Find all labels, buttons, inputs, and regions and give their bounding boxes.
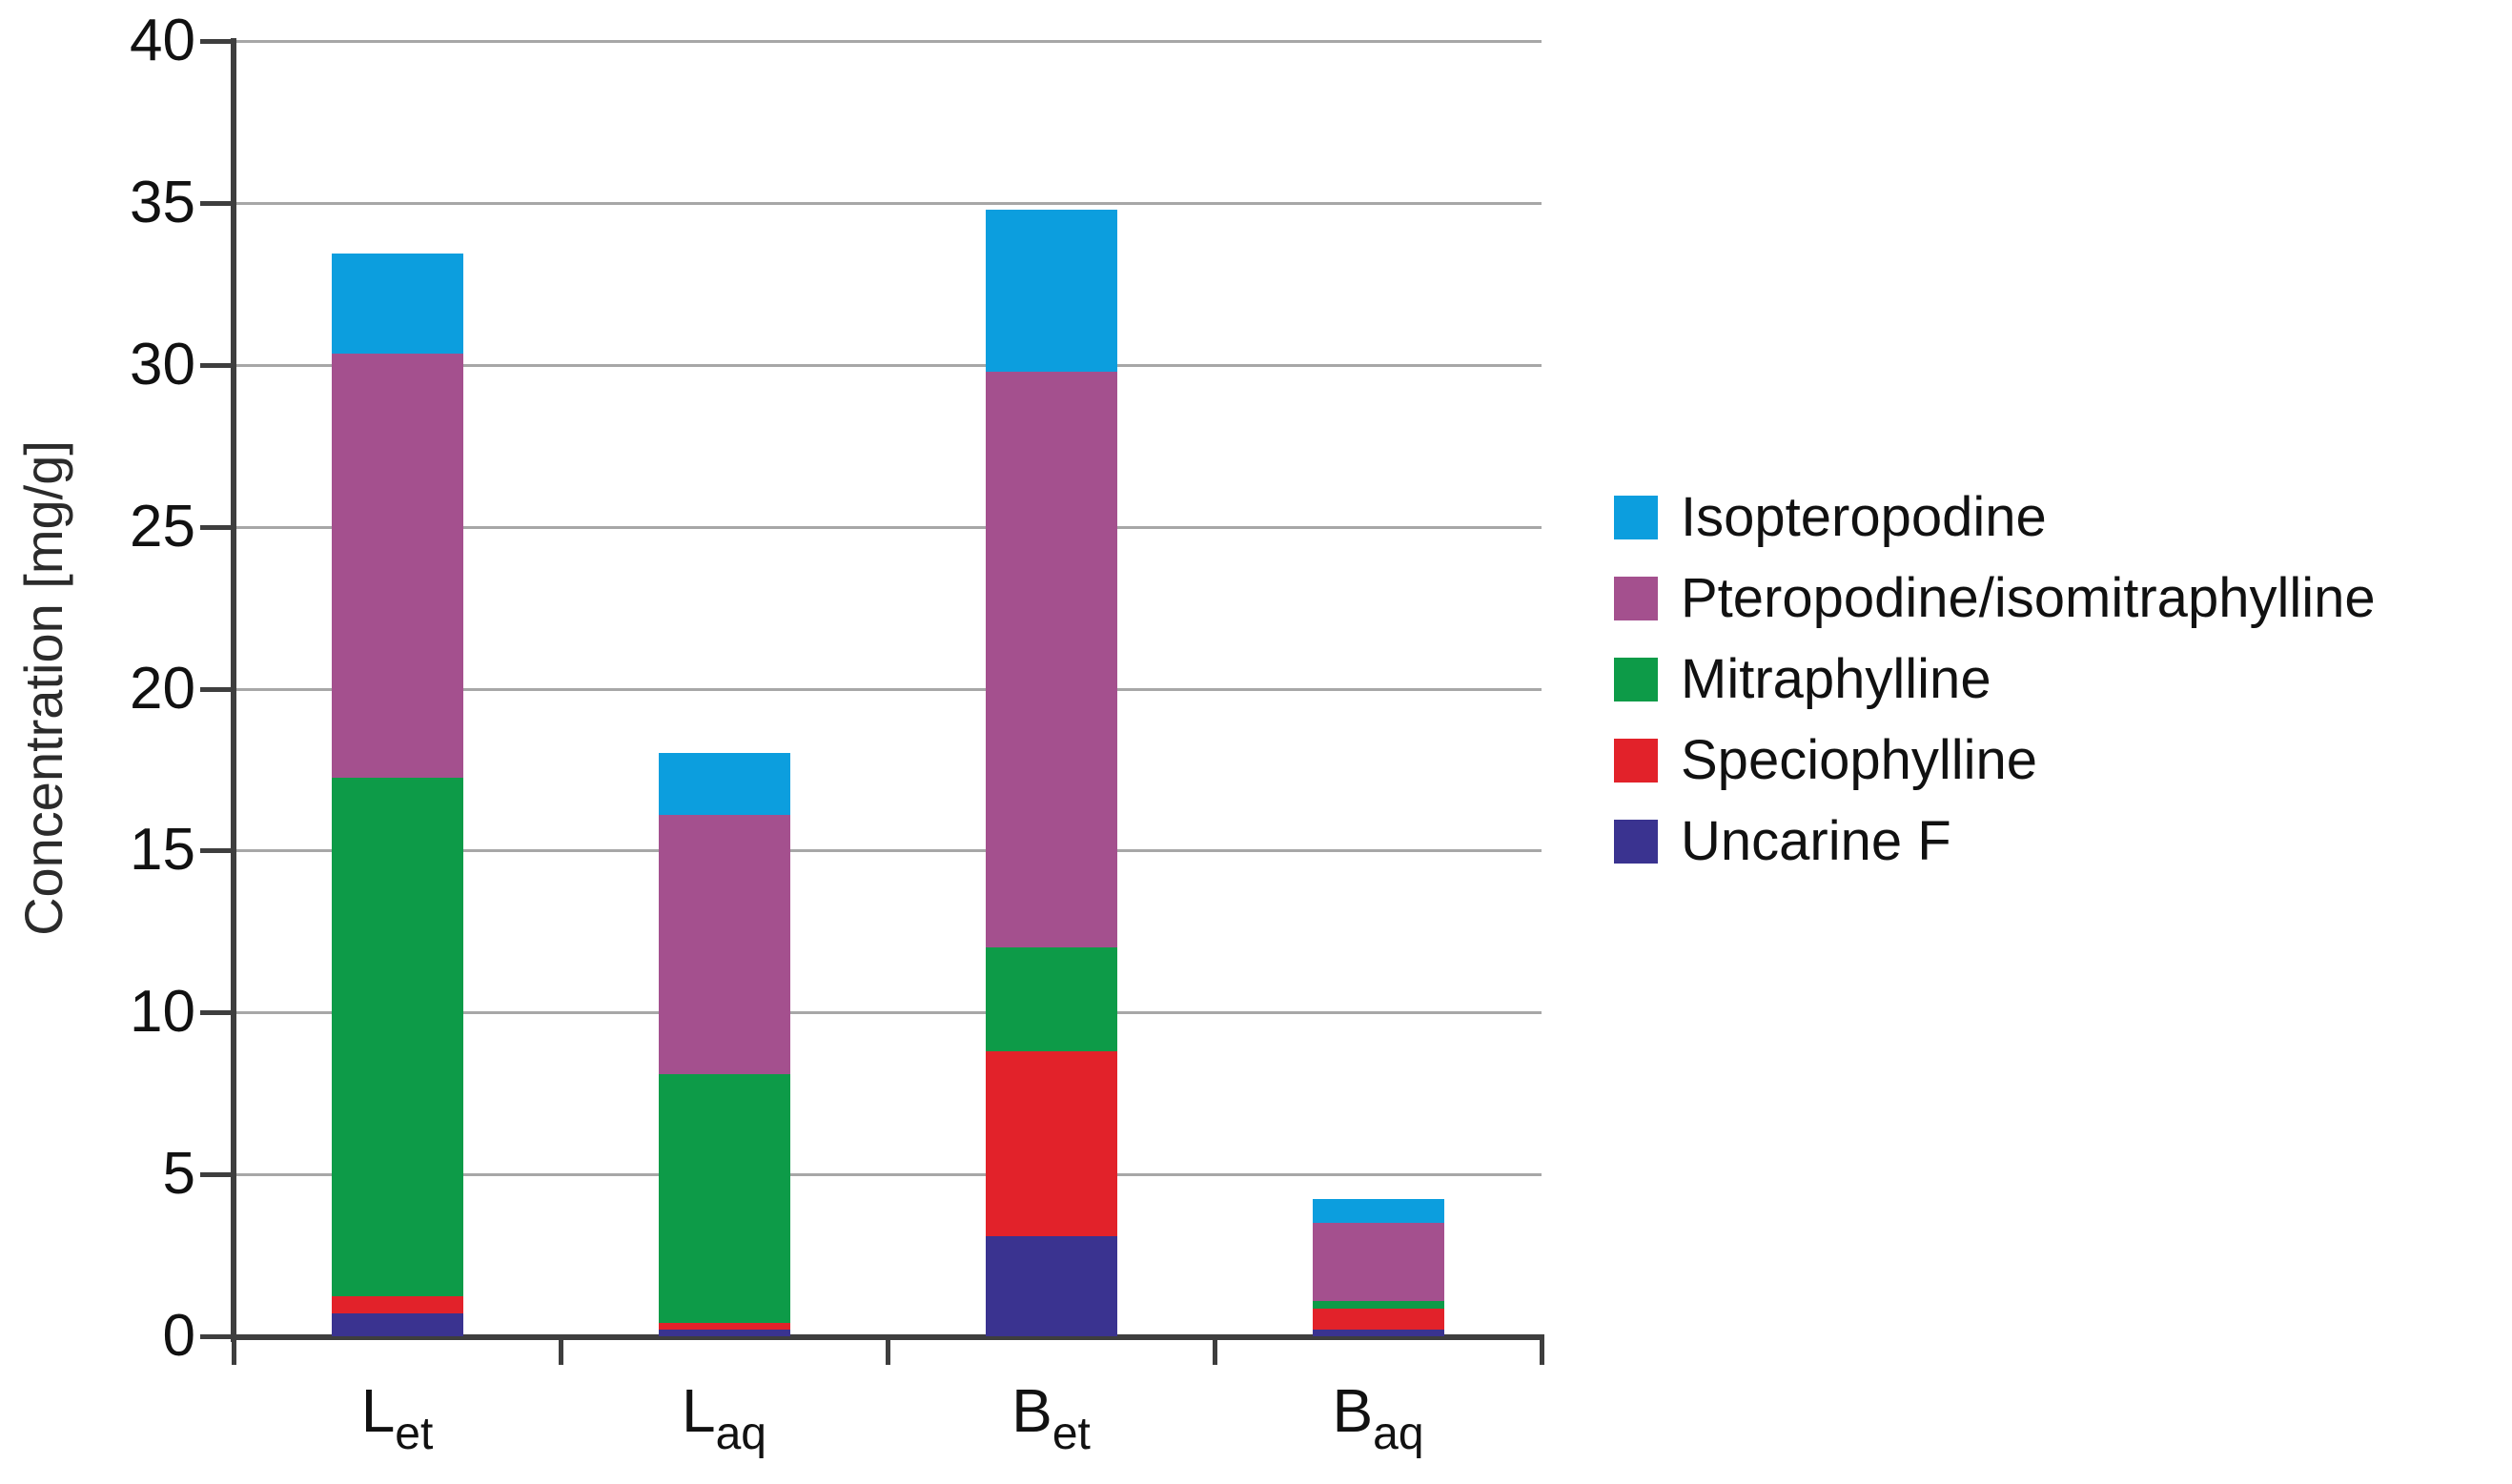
y-tick-label-25: 25 xyxy=(130,493,195,559)
bar-B_et-uncarine-f xyxy=(985,1235,1117,1336)
y-tick-30 xyxy=(200,362,231,368)
y-tick-label-0: 0 xyxy=(162,1303,195,1369)
gridline-20 xyxy=(234,687,1542,691)
bar-L_aq-isopteropodine xyxy=(658,753,790,815)
bar-B_aq-pteropodine-isomitraphylline xyxy=(1312,1223,1444,1301)
x-label-subscript: aq xyxy=(715,1409,766,1459)
y-tick-0 xyxy=(200,1334,231,1339)
y-tick-35 xyxy=(200,200,231,206)
bar-L_aq-uncarine-f xyxy=(658,1330,790,1336)
x-tick-1 xyxy=(559,1336,563,1365)
legend-label: Isopteropodine xyxy=(1681,485,2047,548)
legend-label: Pteropodine/isomitraphylline xyxy=(1681,566,2376,629)
y-tick-10 xyxy=(200,1010,231,1016)
bar-L_et-mitraphylline xyxy=(331,777,463,1296)
bar-L_et-speciophylline xyxy=(331,1295,463,1314)
y-tick-label-40: 40 xyxy=(130,8,195,73)
gridline-10 xyxy=(234,1011,1542,1015)
legend: Isopteropodine Pteropodine/isomitraphylli… xyxy=(1614,477,2376,882)
x-label-Laq: Laq xyxy=(682,1380,766,1457)
bar-L_aq-pteropodine-isomitraphylline xyxy=(658,815,790,1074)
x-label-Let: Let xyxy=(361,1380,434,1457)
legend-swatch xyxy=(1614,576,1658,620)
bar-L_aq-speciophylline xyxy=(658,1323,790,1331)
y-tick-20 xyxy=(200,686,231,692)
bar-B_et-pteropodine-isomitraphylline xyxy=(985,371,1117,948)
x-label-Baq: Baq xyxy=(1332,1380,1423,1457)
bar-B_aq-mitraphylline xyxy=(1312,1300,1444,1310)
y-tick-label-5: 5 xyxy=(162,1141,195,1208)
legend-item-pteropodine-isomitraphylline: Pteropodine/isomitraphylline xyxy=(1614,558,2376,639)
legend-swatch xyxy=(1614,657,1658,701)
legend-swatch xyxy=(1614,738,1658,783)
legend-swatch xyxy=(1614,819,1658,864)
bar-L_aq-mitraphylline xyxy=(658,1073,790,1324)
gridline-35 xyxy=(234,201,1542,205)
bar-B_aq-speciophylline xyxy=(1312,1309,1444,1331)
y-tick-40 xyxy=(200,39,231,44)
x-tick-0 xyxy=(232,1336,236,1365)
x-label-subscript: et xyxy=(1052,1409,1091,1459)
y-tick-label-15: 15 xyxy=(130,817,195,884)
y-tick-label-30: 30 xyxy=(130,331,195,397)
y-tick-15 xyxy=(200,848,231,854)
bar-L_et-pteropodine-isomitraphylline xyxy=(331,353,463,778)
x-tick-3 xyxy=(1213,1336,1217,1365)
bar-L_et-isopteropodine xyxy=(331,253,463,354)
legend-item-mitraphylline: Mitraphylline xyxy=(1614,639,2376,720)
y-axis-line xyxy=(231,38,236,1342)
gridline-15 xyxy=(234,849,1542,853)
gridline-5 xyxy=(234,1173,1542,1177)
legend-label: Mitraphylline xyxy=(1681,647,1991,710)
legend-label: Uncarine F xyxy=(1681,809,1951,872)
legend-item-isopteropodine: Isopteropodine xyxy=(1614,477,2376,558)
x-label-Bet: Bet xyxy=(1011,1380,1091,1457)
bar-B_aq-isopteropodine xyxy=(1312,1198,1444,1224)
y-tick-label-10: 10 xyxy=(130,979,195,1046)
y-tick-label-20: 20 xyxy=(130,655,195,722)
y-tick-5 xyxy=(200,1172,231,1178)
x-label-base: L xyxy=(682,1376,716,1445)
legend-item-uncarine-f: Uncarine F xyxy=(1614,801,2376,882)
x-tick-4 xyxy=(1540,1336,1544,1365)
x-label-base: B xyxy=(1011,1376,1052,1445)
bar-B_aq-uncarine-f xyxy=(1312,1330,1444,1336)
bar-B_et-speciophylline xyxy=(985,1051,1117,1236)
x-tick-2 xyxy=(886,1336,890,1365)
legend-swatch xyxy=(1614,495,1658,539)
legend-item-speciophylline: Speciophylline xyxy=(1614,720,2376,801)
x-label-subscript: aq xyxy=(1373,1409,1424,1459)
bar-B_et-isopteropodine xyxy=(985,209,1117,372)
gridline-25 xyxy=(234,525,1542,529)
x-label-base: B xyxy=(1332,1376,1374,1445)
bar-B_et-mitraphylline xyxy=(985,947,1117,1052)
legend-label: Speciophylline xyxy=(1681,728,2038,791)
y-tick-label-35: 35 xyxy=(130,169,195,235)
gridline-30 xyxy=(234,363,1542,367)
x-label-subscript: et xyxy=(395,1409,434,1459)
y-tick-25 xyxy=(200,524,231,530)
x-label-base: L xyxy=(360,1376,396,1445)
bar-L_et-uncarine-f xyxy=(331,1313,463,1336)
gridline-40 xyxy=(234,40,1542,43)
